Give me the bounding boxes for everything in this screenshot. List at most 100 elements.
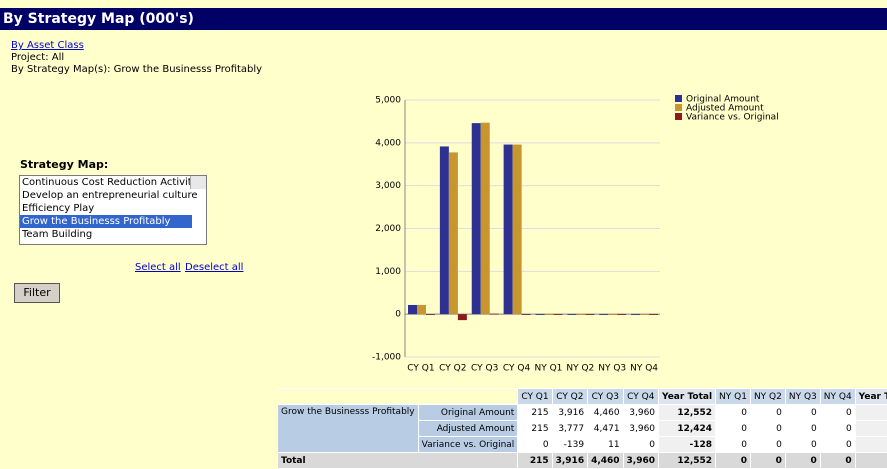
legend-label: Original Amount (686, 95, 760, 105)
column-header: CY Q1 (517, 388, 553, 405)
bar (457, 314, 467, 321)
bar (439, 146, 449, 315)
bar (503, 144, 513, 315)
total-cell: 4,460 (587, 452, 624, 469)
table-cell: -139 (551, 436, 589, 453)
legend-swatch (675, 104, 682, 111)
bar (585, 314, 595, 315)
table-cell: 3,960 (622, 420, 660, 437)
table-cell: 12,552 (658, 404, 717, 421)
table-cell: 4,471 (587, 420, 624, 437)
column-header: CY Q2 (551, 388, 589, 405)
total-cell: 0 (819, 452, 856, 469)
list-option[interactable]: Efficiency Play (22, 203, 95, 214)
column-header: CY Q3 (587, 388, 624, 405)
table-cell: 215 (517, 420, 553, 437)
total-cell: 3,916 (551, 452, 589, 469)
chart: -1,000 0 1,000 2,000 3,000 4,000 5,000 CY Q1 CY … (372, 95, 779, 374)
column-header: Year Total (854, 388, 887, 405)
column-header: Year Total (658, 388, 717, 405)
table-cell: 3,960 (622, 404, 660, 421)
table-cell: 0 (715, 436, 751, 453)
y-tick-label: -1,000 (372, 353, 401, 363)
y-tick-label: 1,000 (375, 267, 401, 277)
list-option[interactable]: Grow the Businesss Profitably (20, 215, 192, 228)
table-cell: 0 (784, 404, 821, 421)
bar (631, 314, 641, 315)
bar (489, 313, 499, 315)
list-option[interactable]: Develop an entrepreneurial culture (22, 190, 198, 201)
x-tick-label: CY Q2 (439, 364, 466, 374)
bar (617, 314, 627, 315)
bar (608, 314, 618, 315)
bar (512, 144, 522, 315)
table-cell: 0 (819, 420, 856, 437)
y-tick-label: 4,000 (375, 138, 401, 148)
column-header: NY Q1 (715, 388, 751, 405)
table-cell: 0 (854, 420, 887, 437)
list-option[interactable]: Team Building (22, 229, 93, 240)
table-cell: 0 (622, 436, 660, 453)
table-cell: -128 (658, 436, 717, 453)
total-cell: 0 (784, 452, 821, 469)
project-filter: Project: All (11, 52, 65, 63)
x-tick-label: CY Q3 (471, 364, 498, 374)
table-cell: 0 (749, 404, 786, 421)
table-cell: 3,777 (551, 420, 589, 437)
list-option[interactable]: Continuous Cost Reduction Activities (22, 177, 206, 188)
table-cell: 0 (854, 404, 887, 421)
data-row: Adjusted Amount 215 3,777 4,471 3,960 12,424 0… (278, 420, 887, 437)
table-cell: 4,460 (587, 404, 624, 421)
bar (576, 314, 586, 315)
table-cell: 215 (517, 404, 553, 421)
filter-button[interactable]: Filter (14, 283, 60, 303)
table-cell: 11 (587, 436, 624, 453)
bar (426, 314, 435, 315)
bar (567, 314, 577, 315)
table-cell: 12,424 (658, 420, 717, 437)
x-tick-label: CY Q4 (503, 364, 531, 374)
page-title: By Strategy Map (000's) (0, 8, 887, 30)
total-cell: 0 (749, 452, 786, 469)
data-row: Grow the Businesss Profitably Original Am… (277, 404, 887, 453)
bar (649, 314, 659, 315)
table-cell: 0 (819, 436, 856, 453)
total-cell: 12,552 (658, 452, 717, 469)
legend-label: Adjusted Amount (686, 104, 764, 114)
legend-label: Variance vs. Original (686, 113, 779, 123)
legend-swatch (675, 95, 682, 102)
scrollbar[interactable] (190, 176, 206, 189)
table-cell: 0 (749, 420, 786, 437)
asset-class-link[interactable]: By Asset Class (11, 40, 84, 51)
bar (521, 314, 531, 315)
x-tick-label: NY Q4 (630, 364, 658, 374)
strategy-listbox[interactable]: Continuous Cost Reduction Activities Deve… (19, 175, 207, 245)
bar (535, 314, 545, 315)
bar (544, 314, 554, 315)
table-cell: 0 (784, 420, 821, 437)
bar (448, 152, 458, 315)
table-cell: 0 (854, 436, 887, 453)
legend-swatch (675, 113, 682, 120)
total-label: Total (276, 452, 519, 469)
header-row: CY Q1 CY Q2 CY Q3 CY Q4 Year Total NY Q1 NY Q2… (276, 388, 887, 405)
table-cell: 0 (715, 420, 751, 437)
total-cell: 0 (854, 452, 887, 469)
table-cell: 0 (749, 436, 786, 453)
bar (417, 304, 426, 315)
bar (408, 304, 417, 315)
bar (480, 122, 490, 315)
group-label: Grow the Businesss Profitably (277, 404, 419, 453)
total-cell: 215 (517, 452, 553, 469)
y-tick-label: 2,000 (375, 224, 401, 234)
select-all[interactable]: Select all (135, 262, 181, 273)
row-label: Original Amount (417, 404, 519, 421)
deselect-all[interactable]: Deselect all (185, 262, 244, 273)
blank-cell (276, 388, 519, 405)
column-header: NY Q4 (819, 388, 856, 405)
total-cell: 3,960 (622, 452, 660, 469)
total-cell: 0 (715, 452, 751, 469)
data-table: CY Q1 CY Q2 CY Q3 CY Q4 Year Total NY Q1 NY Q2… (276, 388, 887, 469)
